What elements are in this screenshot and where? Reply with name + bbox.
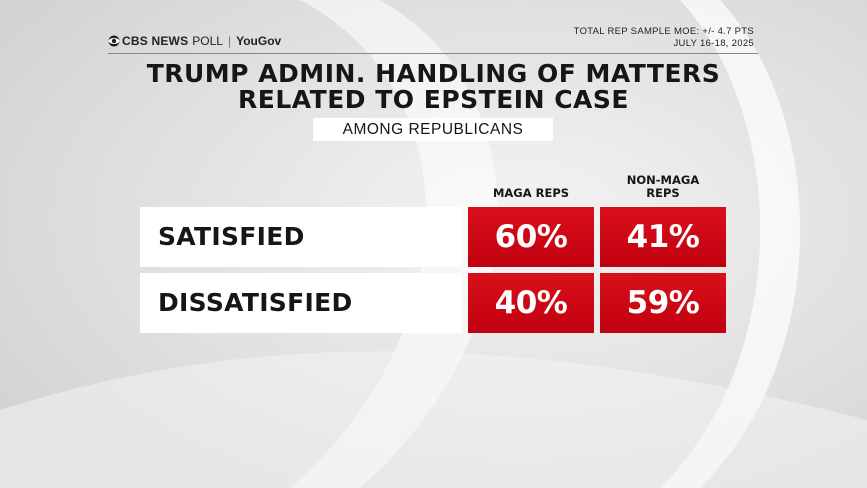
column-header-non-maga: NON-MAGA REPS	[600, 174, 726, 200]
title-line-2: RELATED TO EPSTEIN CASE	[237, 85, 629, 114]
row-label-dissatisfied: DISSATISFIED	[140, 273, 462, 333]
chart-subtitle: AMONG REPUBLICANS	[313, 118, 553, 141]
cbs-eye-icon	[108, 35, 120, 47]
cell-dissatisfied-maga: 40%	[468, 273, 594, 333]
cell-satisfied-maga: 60%	[468, 207, 594, 267]
poll-dates: JULY 16-18, 2025	[673, 38, 754, 49]
brand-cbs-news: CBS NEWS	[122, 34, 189, 48]
brand-poll: POLL	[192, 34, 223, 48]
margin-of-error: TOTAL REP SAMPLE MOE: +/- 4.7 PTS	[573, 26, 754, 37]
title-line-1: TRUMP ADMIN. HANDLING OF MATTERS	[146, 59, 721, 88]
cell-satisfied-non-maga: 41%	[600, 207, 726, 267]
header-divider	[108, 53, 758, 54]
row-label-satisfied: SATISFIED	[140, 207, 462, 267]
poll-meta: TOTAL REP SAMPLE MOE: +/- 4.7 PTS JULY 1…	[574, 26, 754, 50]
cell-dissatisfied-non-maga: 59%	[600, 273, 726, 333]
brand-separator: |	[227, 34, 232, 48]
column-header-non-maga-line-2: REPS	[646, 186, 680, 200]
column-header-non-maga-line-1: NON-MAGA	[626, 173, 700, 187]
brand-yougov: YouGov	[236, 34, 282, 48]
chart-title: TRUMP ADMIN. HANDLING OF MATTERS RELATED…	[100, 61, 767, 113]
brand-logo: CBS NEWS POLL | YouGov	[108, 34, 281, 48]
column-header-maga: MAGA REPS	[492, 186, 570, 200]
header: CBS NEWS POLL | YouGov TOTAL REP SAMPLE …	[108, 22, 758, 52]
